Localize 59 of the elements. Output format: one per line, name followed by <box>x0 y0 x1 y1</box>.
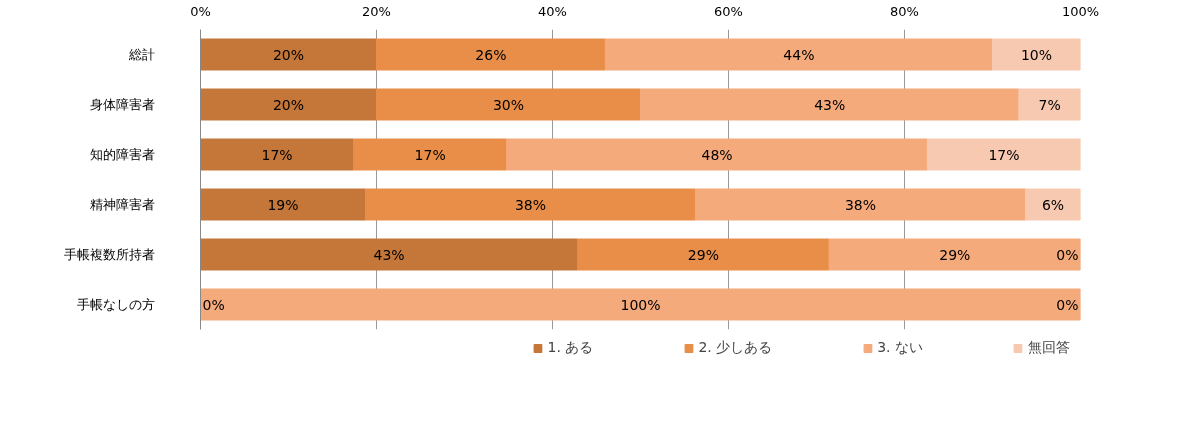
data-label: 17% <box>414 146 446 163</box>
bar <box>1018 88 1081 121</box>
bar <box>200 288 1081 321</box>
bar <box>926 138 1081 171</box>
bar <box>506 138 928 171</box>
data-label: 38% <box>844 196 877 213</box>
bar <box>200 238 579 271</box>
data-label: 6% <box>1041 196 1065 213</box>
bar <box>200 38 377 71</box>
y-tick-label: 知的障害者 <box>89 147 155 162</box>
data-label: 43% <box>814 96 846 113</box>
data-label: 44% <box>783 46 815 63</box>
bar <box>577 238 830 271</box>
legend-label: 無回答 <box>1028 339 1070 357</box>
data-label: 0% <box>1056 246 1079 263</box>
data-label: 19% <box>267 196 299 213</box>
y-tick-label: 身体障害者 <box>89 97 155 112</box>
data-label: 20% <box>272 46 305 63</box>
bar <box>200 188 366 221</box>
y-tick-label: 手帳なしの方 <box>76 297 155 312</box>
bar <box>1025 188 1081 221</box>
x-tick-label: 40% <box>538 3 567 19</box>
bar <box>376 38 606 71</box>
bar <box>695 188 1026 221</box>
bar <box>604 38 993 71</box>
data-label: 20% <box>272 96 305 113</box>
data-label: 100% <box>620 296 661 313</box>
bar <box>376 88 641 121</box>
bar <box>353 138 508 171</box>
bar <box>200 88 377 121</box>
data-label: 26% <box>475 46 507 63</box>
data-label: 48% <box>701 146 733 163</box>
x-tick-label: 100% <box>1061 3 1100 19</box>
bar <box>828 238 1081 271</box>
legend-label: 3. ない <box>877 339 923 357</box>
x-tick-label: 80% <box>890 3 919 19</box>
legend-label: 2. 少しある <box>698 339 773 357</box>
data-label: 7% <box>1038 96 1061 113</box>
data-label: 29% <box>939 246 971 263</box>
data-label: 43% <box>373 246 405 263</box>
y-tick-label: 総計 <box>127 47 155 62</box>
x-tick-label: 60% <box>714 3 743 19</box>
x-tick-label: 20% <box>362 3 391 19</box>
legend-label: 1. ある <box>547 339 594 357</box>
bar <box>992 38 1081 71</box>
x-tick-label: 0% <box>190 3 211 19</box>
data-label: 17% <box>988 146 1020 163</box>
y-tick-label: 精神障害者 <box>89 197 155 212</box>
data-label: 29% <box>687 246 719 263</box>
data-label: 30% <box>492 96 525 113</box>
data-label: 10% <box>1020 46 1053 63</box>
y-tick-label: 手帳複数所持者 <box>63 247 155 262</box>
bar <box>365 188 696 221</box>
data-label: 0% <box>202 296 225 313</box>
bar <box>200 138 355 171</box>
bar <box>640 88 1020 121</box>
data-label: 17% <box>261 146 293 163</box>
data-label: 38% <box>514 196 547 213</box>
data-label: 0% <box>1056 296 1079 313</box>
